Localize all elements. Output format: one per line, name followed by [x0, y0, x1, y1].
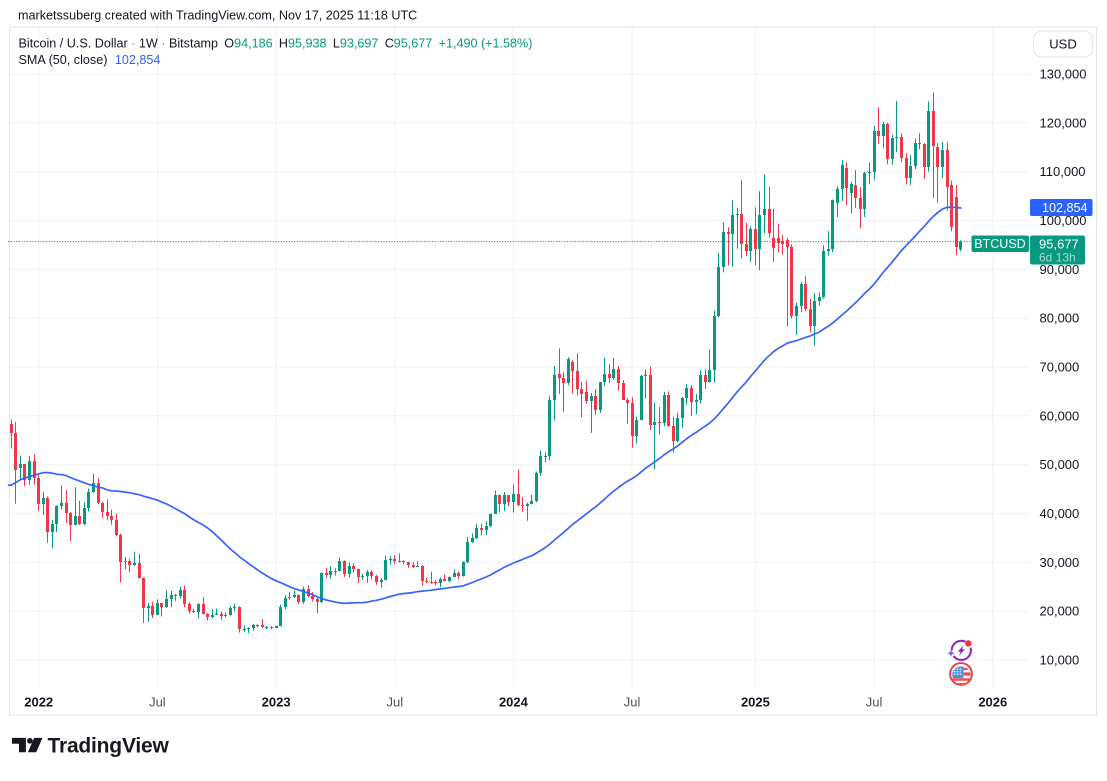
- svg-text:Jul: Jul: [386, 695, 403, 710]
- svg-text:2025: 2025: [741, 695, 770, 710]
- svg-text:80,000: 80,000: [1040, 311, 1080, 326]
- svg-text:70,000: 70,000: [1040, 360, 1080, 375]
- svg-text:2024: 2024: [499, 695, 529, 710]
- svg-text:20,000: 20,000: [1040, 604, 1080, 619]
- svg-text:120,000: 120,000: [1040, 115, 1087, 130]
- svg-text:30,000: 30,000: [1040, 555, 1080, 570]
- svg-text:marketssuberg created with Tra: marketssuberg created with TradingView.c…: [18, 8, 417, 22]
- svg-text:95,677: 95,677: [1039, 237, 1079, 252]
- svg-text:USD: USD: [1049, 37, 1076, 52]
- svg-text:2022: 2022: [24, 695, 53, 710]
- svg-text:40,000: 40,000: [1040, 506, 1080, 521]
- svg-text:SMA (50, close) 102,854: SMA (50, close) 102,854: [19, 53, 161, 67]
- svg-text:2023: 2023: [262, 695, 291, 710]
- svg-text:Jul: Jul: [149, 695, 166, 710]
- svg-text:90,000: 90,000: [1040, 262, 1080, 277]
- svg-text:2026: 2026: [978, 695, 1007, 710]
- svg-text:TradingView: TradingView: [48, 735, 170, 758]
- svg-text:50,000: 50,000: [1040, 457, 1080, 472]
- svg-text:130,000: 130,000: [1040, 67, 1087, 82]
- svg-text:BTCUSD: BTCUSD: [974, 237, 1025, 251]
- svg-text:100,000: 100,000: [1040, 213, 1087, 228]
- svg-text:Jul: Jul: [866, 695, 883, 710]
- svg-text:Bitcoin / U.S. Dollar · 1W · B: Bitcoin / U.S. Dollar · 1W · Bitstamp O9…: [19, 37, 533, 51]
- svg-text:60,000: 60,000: [1040, 408, 1080, 423]
- svg-text:102,854: 102,854: [1042, 201, 1088, 215]
- svg-text:Jul: Jul: [624, 695, 641, 710]
- svg-text:6d 13h: 6d 13h: [1039, 251, 1076, 265]
- svg-text:110,000: 110,000: [1040, 164, 1086, 179]
- svg-text:10,000: 10,000: [1040, 653, 1080, 668]
